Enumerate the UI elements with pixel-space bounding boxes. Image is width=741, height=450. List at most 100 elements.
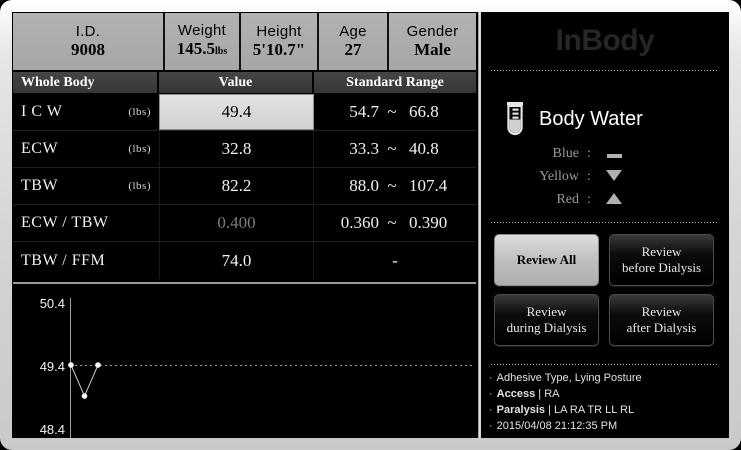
info-value-gender: Male [414, 40, 451, 59]
range-tilde: ~ [387, 102, 397, 121]
info-cell-id: I.D. 9008 [13, 13, 165, 70]
range-tilde: ~ [387, 176, 397, 195]
info-cell-age: Age 27 [319, 13, 389, 70]
panel-divider [478, 12, 481, 438]
row-label-cell: I C W (lbs) [13, 94, 159, 130]
info-value-age: 27 [344, 40, 362, 59]
row-label-cell: TBW (lbs) [13, 168, 159, 204]
body-water-legend: Blue : Yellow : Red : [521, 142, 701, 211]
table-row: I C W (lbs) 49.4 54.7 ~66.8 [13, 94, 476, 131]
bullet-icon-3: · [489, 404, 493, 416]
range-tilde: ~ [387, 213, 397, 232]
chart-series-icw [68, 362, 101, 399]
range-tilde: ~ [387, 139, 397, 158]
legend-label-blue: Blue [552, 145, 579, 161]
review-button-label-0: Review All [516, 252, 577, 267]
metadata-paralysis-sep: | [548, 404, 551, 416]
range-high: 0.390 [409, 213, 448, 232]
metadata-access-value: RA [544, 388, 560, 400]
metadata-posture: Adhesive Type, Lying Posture [496, 372, 642, 384]
chart-ytick-bottom: 48.4 [39, 422, 65, 437]
column-header-range: Standard Range [314, 72, 476, 93]
table-row: TBW (lbs) 82.2 88.0 ~107.4 [13, 168, 476, 205]
legend-sep-yellow: : [587, 168, 591, 184]
review-button-1[interactable]: Review before Dialysis [609, 234, 714, 286]
info-cell-height: Height 5'10.7" [241, 13, 319, 70]
range-low: 0.360 [340, 213, 379, 232]
row-label: ECW / TBW [21, 214, 109, 231]
chart-ytick-mid: 49.4 [39, 359, 65, 374]
row-unit: (lbs) [128, 106, 151, 118]
row-unit: (lbs) [128, 143, 151, 155]
column-header-name: Whole Body [13, 72, 159, 93]
info-value-height: 5'10.7" [252, 40, 306, 59]
legend-sep-blue: : [587, 145, 591, 161]
metadata-line-timestamp: · 2015/04/08 21:12:35 PM [489, 418, 725, 434]
column-header-value: Value [159, 72, 314, 93]
bullet-icon-1: · [489, 372, 493, 384]
metadata-paralysis-value: LA RA TR LL RL [553, 404, 635, 416]
body-water-title: Body Water [539, 107, 643, 130]
table-row: TBW / FFM 74.0 - [13, 242, 476, 279]
legend-row-blue: Blue : [521, 142, 701, 165]
review-button-2[interactable]: Review during Dialysis [494, 294, 599, 346]
body-water-header: Body Water [503, 102, 643, 136]
row-unit: (lbs) [128, 180, 151, 192]
legend-symbol-triangle-down-icon [599, 169, 629, 185]
inbody-logo: InBody [555, 24, 655, 57]
results-panel: I.D. 9008 Weight 145.5lbs Height 5'10.7"… [12, 12, 477, 438]
chart-ytick-top: 50.4 [39, 296, 65, 311]
review-button-group: Review All Review before Dialysis Review dur… [494, 234, 718, 346]
row-label-cell: ECW (lbs) [13, 131, 159, 167]
row-value-cell: 32.8 [159, 131, 314, 167]
control-panel: InBody Body Water Blue [481, 12, 729, 438]
metadata-line-access: · Access | RA [489, 386, 725, 402]
chart-y-axis [70, 298, 71, 438]
info-cell-gender: Gender Male [389, 13, 476, 70]
legend-label-yellow: Yellow [539, 168, 579, 184]
metadata-access-sep: | [538, 388, 542, 400]
legend-label-red: Red [556, 191, 579, 207]
review-button-label-3: Review after Dialysis [626, 304, 697, 335]
device-screen: I.D. 9008 Weight 145.5lbs Height 5'10.7"… [12, 12, 729, 438]
row-value-cell: 82.2 [159, 168, 314, 204]
subject-info-row: I.D. 9008 Weight 145.5lbs Height 5'10.7"… [13, 13, 476, 70]
info-value-weight: 145.5lbs [176, 38, 228, 58]
separator-top [491, 70, 719, 71]
info-value-id: 9008 [71, 40, 105, 59]
row-label: TBW / FFM [21, 251, 106, 269]
info-label-weight: Weight [177, 21, 227, 39]
info-label-id: I.D. [75, 23, 101, 40]
info-unit-weight: lbs [215, 45, 228, 57]
range-low: 33.3 [349, 139, 379, 158]
results-table-body: I C W (lbs) 49.4 54.7 ~66.8 ECW (lbs) 32.8 33.3 ~… [13, 94, 476, 279]
range-none: - [392, 250, 398, 270]
review-button-0[interactable]: Review All [494, 234, 599, 286]
legend-row-red: Red : [521, 188, 701, 211]
row-label: I C W [21, 103, 63, 120]
separator-middle [491, 222, 719, 223]
row-range-cell: 88.0 ~107.4 [314, 168, 476, 204]
legend-row-yellow: Yellow : [521, 165, 701, 188]
metadata-line-posture: · Adhesive Type, Lying Posture [489, 370, 725, 386]
table-row: ECW / TBW 0.400 0.360 ~0.390 [13, 205, 476, 242]
measurement-metadata: · Adhesive Type, Lying Posture · Access | … [489, 370, 725, 434]
info-label-gender: Gender [406, 23, 459, 40]
bullet-icon-4: · [489, 420, 493, 432]
range-high: 107.4 [409, 176, 448, 195]
table-column-headers: Whole Body Value Standard Range [13, 72, 476, 93]
row-range-cell: - [314, 242, 476, 279]
review-button-label-2: Review during Dialysis [506, 304, 587, 335]
row-label-cell: ECW / TBW [13, 205, 159, 241]
metadata-timestamp: 2015/04/08 21:12:35 PM [496, 420, 618, 432]
table-row: ECW (lbs) 32.8 33.3 ~40.8 [13, 131, 476, 168]
row-label-cell: TBW / FFM [13, 242, 159, 279]
legend-symbol-triangle-up-icon [599, 192, 629, 208]
row-label: ECW [21, 140, 59, 157]
metadata-paralysis-key: Paralysis [496, 404, 545, 416]
row-range-cell: 0.360 ~0.390 [314, 205, 476, 241]
bullet-icon-2: · [489, 388, 493, 400]
review-button-3[interactable]: Review after Dialysis [609, 294, 714, 346]
metadata-access-key: Access [496, 388, 536, 400]
